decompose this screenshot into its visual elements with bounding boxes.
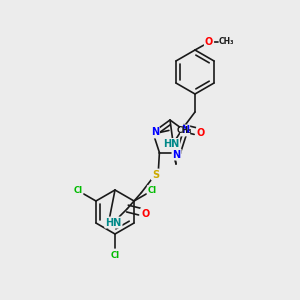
Text: HN: HN [163,139,179,149]
Text: S: S [152,169,159,180]
Text: CH₃: CH₃ [219,38,235,46]
Text: N: N [172,150,181,160]
Text: Cl: Cl [148,186,157,195]
Text: CH₃: CH₃ [177,126,192,135]
Text: Cl: Cl [73,186,82,195]
Text: N: N [151,128,159,137]
Text: O: O [197,128,205,138]
Text: O: O [141,208,149,219]
Text: N: N [181,125,189,135]
Text: HN: HN [105,218,122,228]
Text: O: O [205,37,213,47]
Text: Cl: Cl [110,250,120,260]
